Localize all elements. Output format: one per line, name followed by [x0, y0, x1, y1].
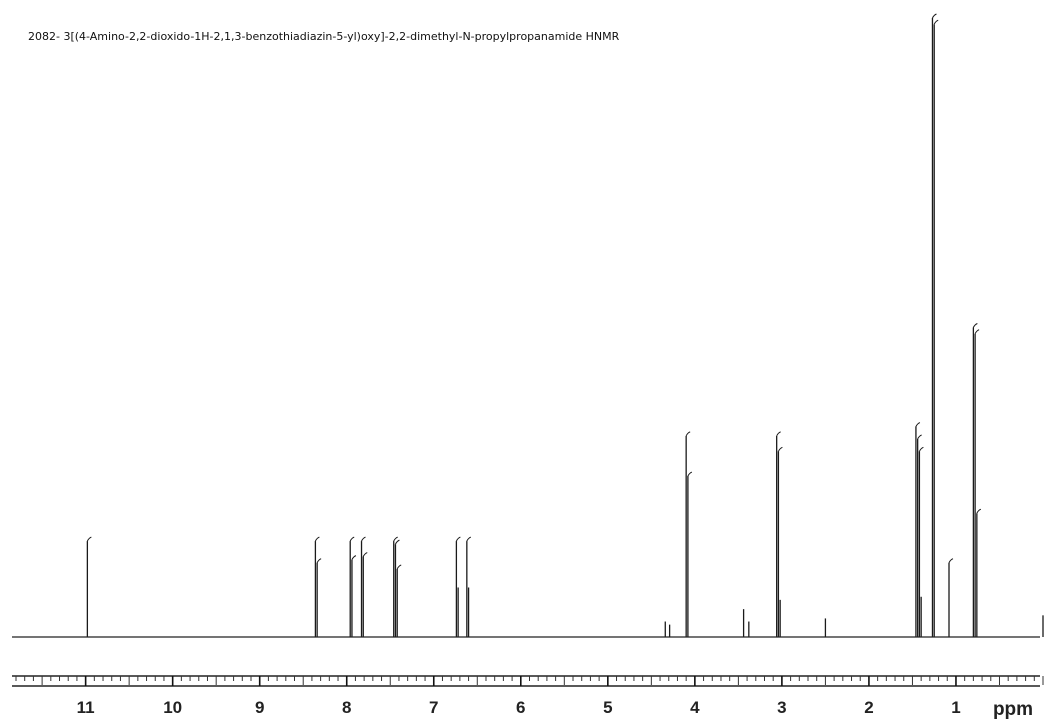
peak-top-hook: [933, 19, 939, 25]
peak-top-hook: [948, 558, 954, 563]
peak-top-hook: [466, 536, 472, 542]
peak-top-hook: [455, 536, 461, 542]
peak-top-hook: [314, 536, 320, 542]
axis-tick-label: 4: [690, 698, 700, 717]
peak-top-hook: [917, 434, 922, 440]
axis-tick-label: 8: [342, 698, 351, 717]
ppm-axis: 11 10 9 8 7 6 5 4 3 2 1 ppm: [12, 675, 1044, 720]
axis-tick-label: 2: [864, 698, 873, 717]
peak-top-hook: [972, 323, 978, 328]
minor-ticks: [15, 676, 1044, 685]
peak-top-hook: [687, 471, 693, 477]
peak-top-hook: [918, 446, 924, 452]
peak-top-hook: [685, 431, 691, 437]
axis-tick-label: 10: [163, 698, 182, 717]
axis-tick-label: 6: [516, 698, 525, 717]
x-axis-unit-label: ppm: [993, 699, 1033, 720]
peak-top-hook: [776, 431, 781, 437]
peak-top-hook: [974, 329, 980, 334]
peak-top-hook: [932, 13, 937, 19]
peak-top-hook: [976, 508, 982, 514]
peak-top-hook: [396, 564, 402, 570]
peak-top-hook: [316, 558, 322, 563]
peak-top-hook: [395, 539, 400, 545]
spectrum-title: 2082- 3[(4-Amino-2,2-dioxido-1H-2,1,3-be…: [28, 30, 620, 43]
axis-tick-label: 1: [951, 698, 960, 717]
axis-tick-label: 7: [429, 698, 438, 717]
peak-top-hook: [777, 446, 783, 452]
peak-top-hook: [351, 555, 357, 560]
axis-tick-label: 3: [777, 698, 786, 717]
peaks-layer: [86, 13, 1044, 637]
peak-top-hook: [362, 552, 368, 557]
peak-top-hook: [915, 422, 921, 427]
axis-tick-label: 9: [255, 698, 264, 717]
axis-tick-label: 5: [603, 698, 612, 717]
peak-top-hook: [393, 536, 398, 542]
peak-top-hook: [86, 536, 92, 542]
major-tick-labels: 11 10 9 8 7 6 5 4 3 2 1: [77, 676, 961, 717]
peak-top-hook: [349, 536, 355, 542]
axis-tick-label: 11: [77, 698, 95, 717]
peak-top-hook: [361, 536, 366, 542]
